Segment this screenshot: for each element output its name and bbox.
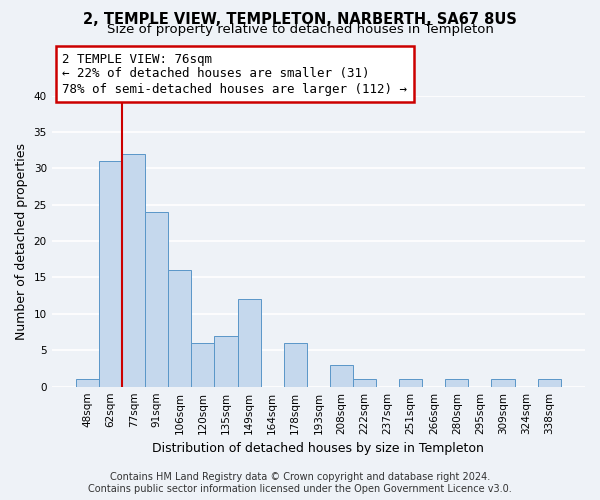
Text: 2 TEMPLE VIEW: 76sqm
← 22% of detached houses are smaller (31)
78% of semi-detac: 2 TEMPLE VIEW: 76sqm ← 22% of detached h… bbox=[62, 52, 407, 96]
X-axis label: Distribution of detached houses by size in Templeton: Distribution of detached houses by size … bbox=[152, 442, 484, 455]
Y-axis label: Number of detached properties: Number of detached properties bbox=[15, 142, 28, 340]
Bar bbox=[76, 380, 99, 386]
Text: Size of property relative to detached houses in Templeton: Size of property relative to detached ho… bbox=[107, 24, 493, 36]
Bar bbox=[191, 343, 214, 386]
Bar bbox=[491, 380, 515, 386]
Bar bbox=[538, 380, 561, 386]
Text: Contains HM Land Registry data © Crown copyright and database right 2024.
Contai: Contains HM Land Registry data © Crown c… bbox=[88, 472, 512, 494]
Bar bbox=[399, 380, 422, 386]
Bar bbox=[238, 300, 260, 386]
Text: 2, TEMPLE VIEW, TEMPLETON, NARBERTH, SA67 8US: 2, TEMPLE VIEW, TEMPLETON, NARBERTH, SA6… bbox=[83, 12, 517, 28]
Bar bbox=[284, 343, 307, 386]
Bar bbox=[122, 154, 145, 386]
Bar bbox=[168, 270, 191, 386]
Bar bbox=[330, 365, 353, 386]
Bar bbox=[145, 212, 168, 386]
Bar bbox=[99, 161, 122, 386]
Bar bbox=[353, 380, 376, 386]
Bar bbox=[445, 380, 469, 386]
Bar bbox=[214, 336, 238, 386]
